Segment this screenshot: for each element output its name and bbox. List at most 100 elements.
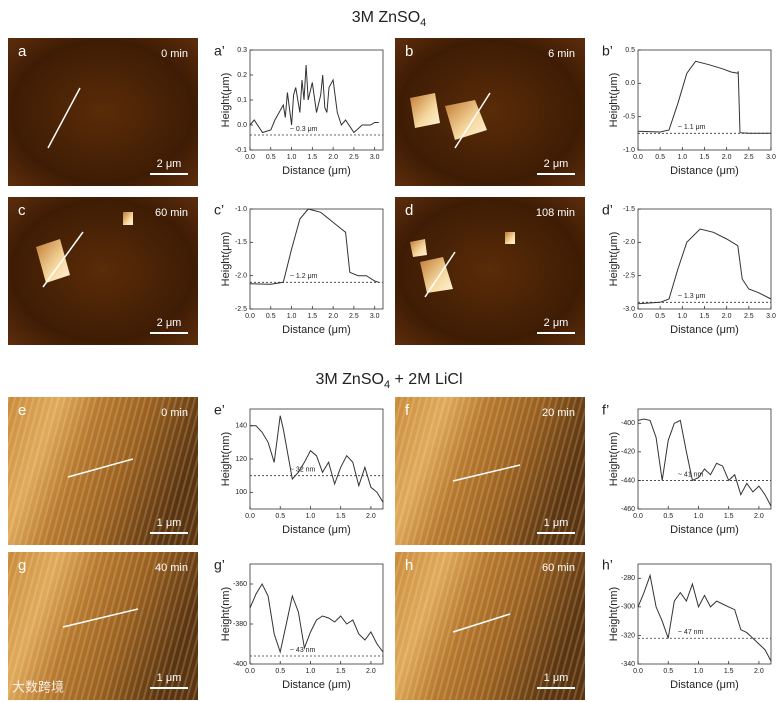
height-profile: b’ 0.0 0.5 1.0 1.5 2.0 2.5 3.0 -1.0 -0.5 0.0 0.5 Dis… <box>602 43 776 177</box>
y-axis-label: Height(nm) <box>220 587 232 641</box>
x-tick-label: 1.5 <box>307 313 317 320</box>
section-title: 3M ZnSO4 + 2M LiCl <box>315 371 462 391</box>
x-tick-label: 2.5 <box>744 313 754 320</box>
image-texture <box>395 397 585 545</box>
afm-image: h 60 min 1 μm <box>395 552 585 700</box>
panel-letter: e <box>18 402 26 419</box>
x-tick-label: 0.5 <box>275 513 285 520</box>
x-tick-label: 3.0 <box>370 313 380 320</box>
panel-letter: d <box>405 202 413 219</box>
y-tick-label: 0.3 <box>237 47 247 54</box>
afm-image: g 40 min 1 μm <box>8 552 198 700</box>
height-annotation: ~ 1.2 μm <box>290 273 318 280</box>
x-tick-label: 2.0 <box>722 313 732 320</box>
crystal <box>410 93 440 128</box>
x-tick-label: 1.5 <box>336 668 346 675</box>
panel-letter: a <box>18 43 27 60</box>
panel-letter: g’ <box>214 557 225 573</box>
x-tick-label: 1.5 <box>700 313 710 320</box>
panel-letter: a’ <box>214 43 225 59</box>
title-subscript: 4 <box>384 379 390 391</box>
y-tick-label: -2.5 <box>235 306 247 313</box>
panel-letter: d’ <box>602 202 613 218</box>
y-tick-label: -0.5 <box>623 114 635 121</box>
height-annotation: ~ 47 nm <box>678 629 704 636</box>
x-tick-label: 2.0 <box>328 154 338 161</box>
profile-curve <box>637 573 772 662</box>
section-title: 3M ZnSO4 <box>352 9 427 29</box>
profile-line <box>452 464 521 482</box>
panel-letter: b’ <box>602 43 613 59</box>
plot-frame <box>637 49 772 151</box>
x-axis-label: Distance (μm) <box>670 679 739 691</box>
y-tick-label: 140 <box>235 423 247 430</box>
x-axis-label: Distance (μm) <box>670 165 739 177</box>
x-tick-label: 2.0 <box>722 154 732 161</box>
x-tick-label: 2.5 <box>349 154 359 161</box>
y-tick-label: -360 <box>233 581 247 588</box>
x-tick-label: 0.5 <box>655 313 665 320</box>
scale-label: 1 μm <box>544 672 569 684</box>
x-tick-label: 2.0 <box>366 668 376 675</box>
x-axis-label: Distance (μm) <box>282 524 351 536</box>
x-tick-label: 1.0 <box>694 513 704 520</box>
x-tick-label: 0.0 <box>633 313 643 320</box>
image-texture <box>8 397 198 545</box>
profile-curve <box>637 228 772 305</box>
y-axis-label: Height(μm) <box>608 232 620 287</box>
height-annotation: ~ 32 nm <box>290 467 316 474</box>
x-tick-label: 0.5 <box>275 668 285 675</box>
x-axis-label: Distance (μm) <box>670 524 739 536</box>
panel-letter: h <box>405 557 413 574</box>
y-axis-label: Height(nm) <box>220 432 232 486</box>
x-tick-label: 1.0 <box>306 513 316 520</box>
x-axis-label: Distance (μm) <box>282 679 351 691</box>
x-tick-label: 1.0 <box>677 313 687 320</box>
crystal <box>505 232 515 244</box>
x-tick-label: 3.0 <box>766 154 776 161</box>
height-profile: c’ 0.0 0.5 1.0 1.5 2.0 2.5 3.0 -2.5 -2.0 -1.5 -1.0 D… <box>214 202 384 336</box>
x-tick-label: 3.0 <box>370 154 380 161</box>
y-tick-label: -2.0 <box>623 239 635 246</box>
time-label: 40 min <box>155 562 188 574</box>
y-axis-label: Height(nm) <box>608 432 620 486</box>
scale-label: 2 μm <box>157 158 182 170</box>
y-tick-label: -340 <box>621 661 635 668</box>
title-rest: + 2M LiCl <box>390 371 462 388</box>
profile-line <box>42 231 84 288</box>
plot-frame <box>637 408 772 510</box>
x-tick-label: 2.0 <box>366 513 376 520</box>
x-tick-label: 1.5 <box>336 513 346 520</box>
profile-curve <box>249 208 379 285</box>
afm-image: f 20 min 1 μm <box>395 397 585 545</box>
x-axis-label: Distance (μm) <box>282 324 351 336</box>
y-tick-label: 0.0 <box>237 122 247 129</box>
watermark: 大数跨境 <box>12 679 64 694</box>
panel-letter: g <box>18 557 26 574</box>
y-tick-label: 0.1 <box>237 97 247 104</box>
crystal <box>420 257 453 293</box>
time-label: 0 min <box>161 48 188 60</box>
plot-frame <box>637 563 772 665</box>
x-tick-label: 2.5 <box>349 313 359 320</box>
height-profile: h’ 0.0 0.5 1.0 1.5 2.0 -340 -320 -300 -280 Distanc… <box>602 557 772 691</box>
title-text: 3M ZnSO <box>352 9 420 26</box>
x-tick-label: 3.0 <box>766 313 776 320</box>
image-background <box>8 38 198 186</box>
x-tick-label: 0.5 <box>663 513 673 520</box>
y-tick-label: -2.0 <box>235 273 247 280</box>
y-tick-label: -440 <box>621 477 635 484</box>
y-axis-label: Height(nm) <box>608 587 620 641</box>
profile-curve <box>637 60 771 134</box>
afm-image: e 0 min 1 μm <box>8 397 198 545</box>
profile-line <box>452 613 511 633</box>
x-tick-label: 0.5 <box>655 154 665 161</box>
x-tick-label: 0.0 <box>633 668 643 675</box>
y-tick-label: -2.5 <box>623 273 635 280</box>
x-tick-label: 0.0 <box>245 154 255 161</box>
x-tick-label: 1.0 <box>306 668 316 675</box>
panel-letter: e’ <box>214 402 225 418</box>
time-label: 60 min <box>155 207 188 219</box>
profile-line <box>67 458 134 478</box>
x-axis-label: Distance (μm) <box>670 324 739 336</box>
